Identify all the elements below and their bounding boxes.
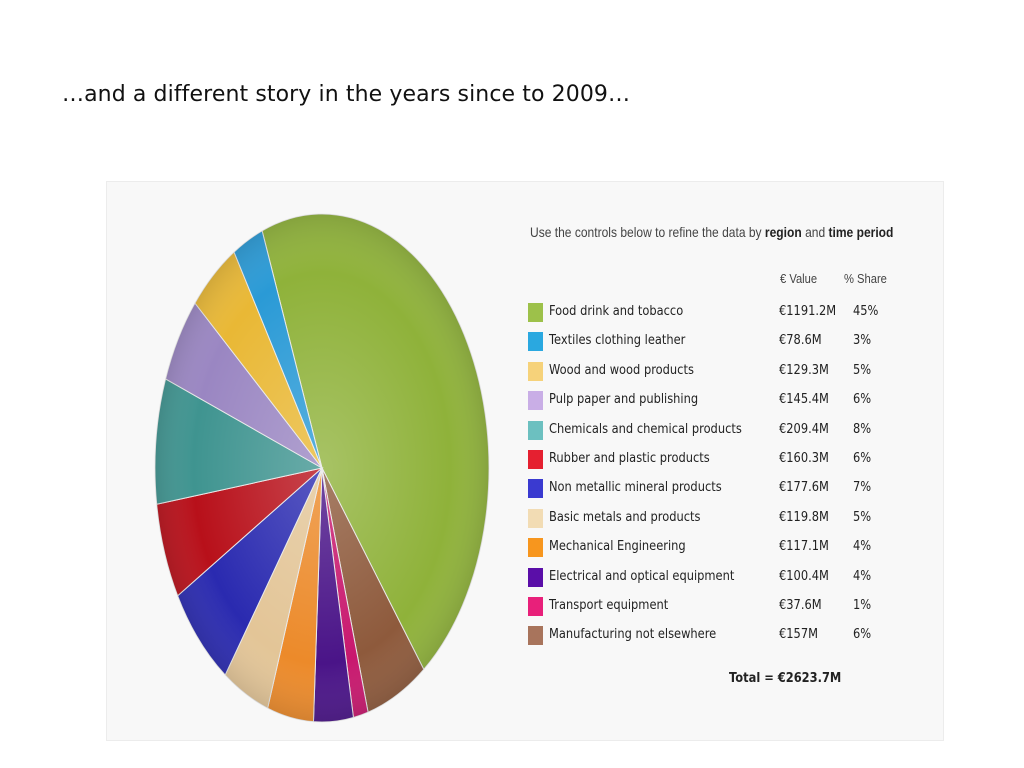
legend-value: €209.4M — [779, 421, 829, 437]
pie-slices — [154, 213, 490, 723]
legend-value: €117.1M — [779, 539, 829, 555]
legend-label: Transport equipment — [549, 597, 669, 613]
legend-swatch — [528, 420, 543, 440]
legend-row: Mechanical Engineering €117.1M 4% — [528, 536, 928, 565]
legend-share: 4% — [853, 539, 872, 555]
legend-share: 7% — [853, 480, 872, 496]
instruction-text: Use the controls below to refine the dat… — [530, 224, 894, 240]
legend-label: Electrical and optical equipment — [549, 568, 735, 584]
legend-label: Pulp paper and publishing — [549, 392, 699, 408]
legend-row: Electrical and optical equipment €100.4M 4… — [528, 566, 928, 595]
legend-share: 4% — [853, 568, 872, 584]
legend-share: 6% — [853, 450, 872, 466]
legend-value: €160.3M — [779, 450, 829, 466]
legend-label: Rubber and plastic products — [549, 450, 710, 466]
legend-swatch — [528, 596, 543, 616]
value-column-header: € Value — [780, 271, 818, 286]
legend-share: 3% — [853, 333, 872, 349]
legend-row: Manufacturing not elsewhere €157M 6% — [528, 624, 928, 653]
total-value: Total = €2623.7M — [729, 671, 842, 686]
legend-row: Basic metals and products €119.8M 5% — [528, 507, 928, 536]
legend-table: Food drink and tobacco €1191.2M 45% Textile… — [528, 301, 928, 654]
pie-chart — [154, 213, 490, 723]
legend-label: Chemicals and chemical products — [549, 421, 742, 437]
time-period-keyword: time period — [828, 224, 894, 240]
legend-share: 8% — [853, 421, 872, 437]
legend-value: €119.8M — [779, 509, 829, 525]
legend-row: Pulp paper and publishing €145.4M 6% — [528, 389, 928, 418]
legend-label: Food drink and tobacco — [549, 304, 684, 319]
legend-value: €1191.2M — [779, 304, 837, 319]
legend-label: Wood and wood products — [549, 362, 694, 378]
legend-swatch — [528, 508, 543, 528]
legend-label: Manufacturing not elsewhere — [549, 627, 717, 643]
legend-row: Food drink and tobacco €1191.2M 45% — [528, 301, 928, 330]
chart-panel: Use the controls below to refine the dat… — [106, 181, 944, 741]
legend-row: Chemicals and chemical products €209.4M 8% — [528, 419, 928, 448]
legend-swatch — [528, 361, 543, 381]
share-column-header: % Share — [844, 271, 887, 286]
legend-swatch — [528, 626, 543, 646]
legend-row: Textiles clothing leather €78.6M 3% — [528, 330, 928, 359]
legend-swatch — [528, 567, 543, 587]
legend-share: 5% — [853, 362, 872, 378]
legend-row: Transport equipment €37.6M 1% — [528, 595, 928, 624]
legend-swatch — [528, 303, 543, 322]
legend-label: Non metallic mineral products — [549, 480, 722, 496]
legend-row: Wood and wood products €129.3M 5% — [528, 360, 928, 389]
legend-value: €37.6M — [779, 597, 822, 613]
legend-value: €157M — [779, 627, 818, 643]
legend-label: Basic metals and products — [549, 509, 701, 525]
legend-value: €129.3M — [779, 362, 829, 378]
legend-share: 6% — [853, 392, 872, 408]
legend-swatch — [528, 332, 543, 352]
legend-row: Rubber and plastic products €160.3M 6% — [528, 448, 928, 477]
legend-share: 5% — [853, 509, 872, 525]
legend-share: 6% — [853, 627, 872, 643]
legend-swatch — [528, 538, 543, 558]
legend-value: €145.4M — [779, 392, 829, 408]
legend-value: €100.4M — [779, 568, 829, 584]
legend-swatch — [528, 391, 543, 411]
slide-title: …and a different story in the years sinc… — [62, 82, 631, 107]
legend-share: 1% — [853, 597, 872, 613]
legend-swatch — [528, 449, 543, 469]
legend-value: €177.6M — [779, 480, 829, 496]
legend-swatch — [528, 479, 543, 499]
region-keyword: region — [764, 224, 802, 240]
legend-label: Mechanical Engineering — [549, 539, 686, 555]
legend-label: Textiles clothing leather — [549, 333, 686, 349]
legend-share: 45% — [853, 304, 879, 319]
legend-row: Non metallic mineral products €177.6M 7% — [528, 477, 928, 506]
legend-value: €78.6M — [779, 333, 822, 349]
